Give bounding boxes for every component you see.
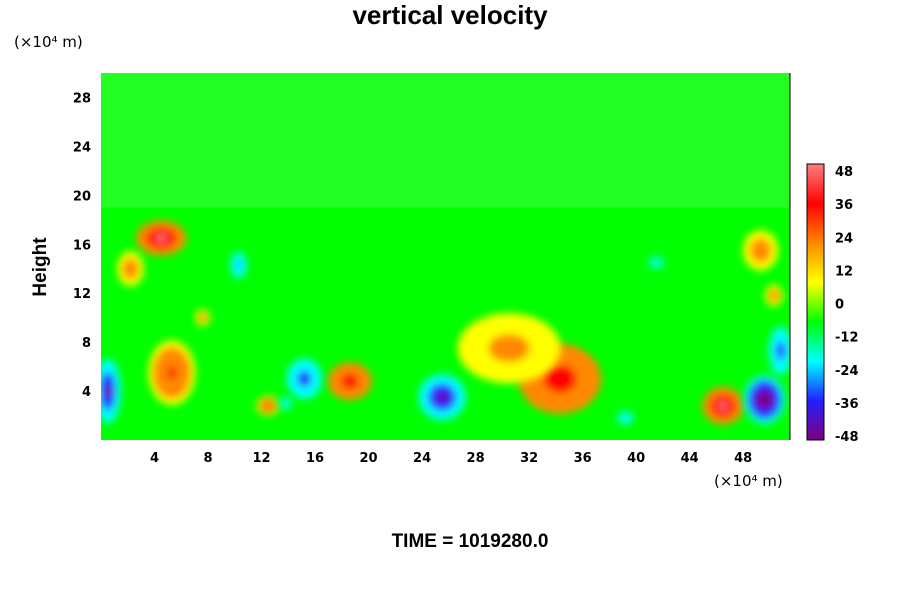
velocity-cell [615, 409, 636, 427]
colorbar-tick-label: 24 [835, 231, 853, 246]
y-tick-label: 12 [73, 287, 91, 302]
x-axis: 4 8 12 16 20 24 28 32 36 40 44 48 [150, 451, 752, 466]
x-tick-label: 36 [574, 451, 592, 466]
x-tick-label: 32 [520, 451, 538, 466]
y-tick-label: 28 [73, 91, 91, 106]
colorbar-tick-label: 48 [835, 165, 853, 180]
x-tick-label: 20 [360, 451, 378, 466]
velocity-cell [702, 386, 744, 425]
velocity-cell [101, 358, 121, 424]
time-label: TIME = 1019280.0 [391, 531, 549, 552]
colorbar-tick-label: 36 [835, 198, 853, 213]
velocity-cell [117, 251, 144, 287]
x-tick-label: 28 [467, 451, 485, 466]
velocity-cell [327, 362, 372, 401]
y-tick-label: 24 [73, 140, 91, 155]
colorbar-tick-label: 12 [835, 264, 853, 279]
x-tick-label: 8 [204, 451, 213, 466]
x-tick-label: 16 [306, 451, 324, 466]
velocity-cell [256, 396, 281, 416]
velocity-cell [229, 250, 248, 280]
velocity-cell [148, 340, 196, 406]
y-tick-label: 4 [82, 385, 91, 400]
colorbar-tick-label: -24 [835, 364, 859, 379]
x-tick-label: 12 [252, 451, 270, 466]
velocity-cell [579, 302, 653, 357]
velocity-field [101, 73, 790, 427]
x-tick-label: 24 [413, 451, 431, 466]
velocity-cell [742, 230, 779, 271]
colorbar-tick-label: -36 [835, 397, 859, 412]
x-tick-label: 40 [627, 451, 645, 466]
velocity-cell [743, 375, 786, 424]
velocity-cell [195, 309, 211, 326]
y-axis: 4 8 12 16 20 24 28 [73, 91, 91, 400]
velocity-cell [765, 284, 783, 307]
velocity-cell [286, 358, 323, 400]
colorbar [806, 163, 825, 441]
velocity-cell [418, 374, 466, 421]
y-tick-label: 20 [73, 189, 91, 204]
colorbar-tick-label: -12 [835, 331, 859, 346]
y-tick-label: 16 [73, 238, 91, 253]
colorbar-ticks: 48 36 24 12 0 -12 -24 -36 -48 [835, 165, 859, 445]
velocity-cell [136, 220, 187, 256]
colorbar-tick-label: -48 [835, 430, 859, 445]
velocity-cell [278, 395, 293, 412]
chart-title: vertical velocity [352, 0, 548, 30]
velocity-cell [644, 253, 668, 273]
x-tick-label: 44 [681, 451, 699, 466]
x-tick-label: 48 [734, 451, 752, 466]
y-tick-label: 8 [82, 336, 91, 351]
y-axis-unit: (×10⁴ m) [14, 33, 83, 51]
velocity-cell [768, 326, 790, 375]
colorbar-tick-label: 0 [835, 298, 844, 313]
x-tick-label: 4 [150, 451, 159, 466]
upper-layer [101, 73, 790, 208]
velocity-cell [457, 313, 561, 384]
x-axis-unit: (×10⁴ m) [714, 472, 783, 490]
